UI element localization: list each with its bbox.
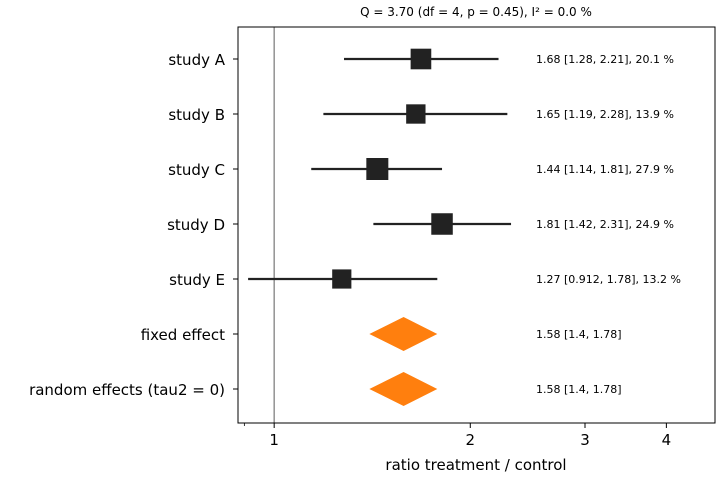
study-estimate-text: 1.68 [1.28, 2.21], 20.1 % <box>536 53 674 66</box>
y-tick-label: random effects (tau2 = 0) <box>29 381 225 399</box>
y-tick-label: study C <box>168 161 225 179</box>
x-tick-label: 2 <box>465 431 475 449</box>
x-tick-label: 1 <box>269 431 279 449</box>
y-tick-label: fixed effect <box>141 326 225 344</box>
y-tick-label: study E <box>169 271 225 289</box>
study-estimate-text: 1.44 [1.14, 1.81], 27.9 % <box>536 163 674 176</box>
study-estimate-text: 1.27 [0.912, 1.78], 13.2 % <box>536 273 681 286</box>
study-marker <box>366 158 389 180</box>
study-marker <box>431 213 453 235</box>
plot-area: 1 2 3 4 study A 1.68 [1.28, 2.21], 20.1 % stud… <box>29 27 681 449</box>
x-tick-label: 4 <box>662 431 672 449</box>
summary-estimate-text: 1.58 [1.4, 1.78] <box>536 383 622 396</box>
x-tick-label: 3 <box>580 431 590 449</box>
study-marker <box>332 269 352 289</box>
y-tick-label: study B <box>168 106 225 124</box>
study-estimate-text: 1.81 [1.42, 2.31], 24.9 % <box>536 218 674 231</box>
y-tick-label: study A <box>168 51 225 69</box>
summary-diamond <box>369 317 438 351</box>
x-axis-label: ratio treatment / control <box>385 456 566 474</box>
study-marker <box>410 48 432 70</box>
axes-frame <box>237 26 716 424</box>
chart-title: Q = 3.70 (df = 4, p = 0.45), I² = 0.0 % <box>360 5 592 19</box>
study-marker <box>406 104 426 124</box>
y-tick-label: study D <box>167 216 225 234</box>
study-estimate-text: 1.65 [1.19, 2.28], 13.9 % <box>536 108 674 121</box>
summary-estimate-text: 1.58 [1.4, 1.78] <box>536 328 622 341</box>
summary-diamond <box>369 372 438 406</box>
